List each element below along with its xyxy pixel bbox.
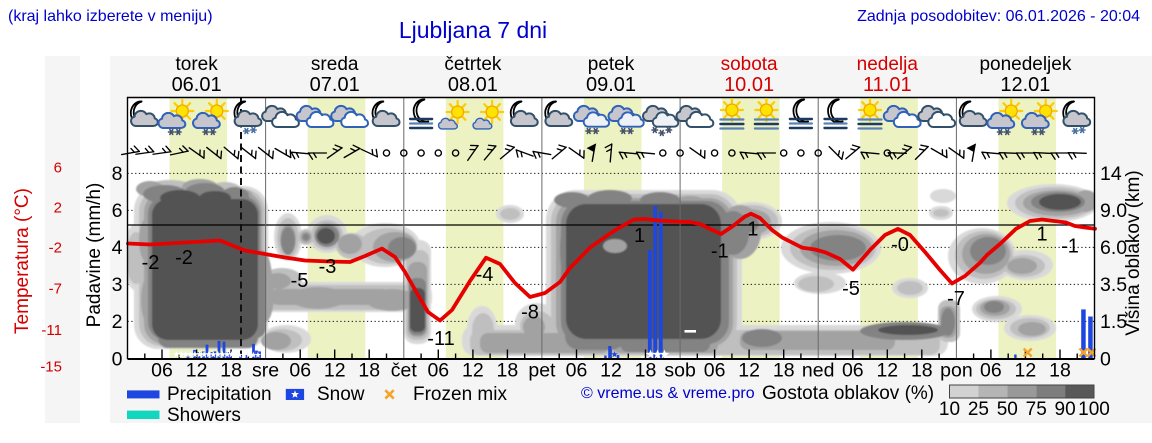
svg-text:-11: -11 <box>427 328 454 350</box>
svg-text:18: 18 <box>220 360 242 382</box>
svg-text:12: 12 <box>876 360 898 382</box>
svg-text:07.01: 07.01 <box>310 74 360 96</box>
svg-text:sre: sre <box>252 360 279 382</box>
svg-text:90: 90 <box>1055 399 1076 420</box>
svg-text:© vreme.us & vreme.pro: © vreme.us & vreme.pro <box>581 385 755 402</box>
svg-text:Zadnja posodobitev: 06.01.2026: Zadnja posodobitev: 06.01.2026 - 20:04 <box>857 8 1140 25</box>
svg-text:3.5: 3.5 <box>1100 274 1127 296</box>
svg-text:Gostota oblakov (%): Gostota oblakov (%) <box>762 383 934 404</box>
svg-text:18: 18 <box>911 360 933 382</box>
svg-text:Precipitation: Precipitation <box>167 384 272 405</box>
svg-text:18: 18 <box>1049 360 1071 382</box>
svg-text:6: 6 <box>112 200 123 222</box>
svg-text:18: 18 <box>358 360 380 382</box>
svg-text:06: 06 <box>427 360 449 382</box>
svg-text:12: 12 <box>1015 360 1037 382</box>
svg-text:2: 2 <box>54 200 62 217</box>
svg-text:12: 12 <box>186 360 208 382</box>
svg-text:četrtek: četrtek <box>444 54 502 75</box>
svg-text:-8: -8 <box>521 302 539 324</box>
svg-text:Padavine (mm/h): Padavine (mm/h) <box>84 183 105 328</box>
svg-text:11.01: 11.01 <box>863 74 912 96</box>
svg-text:9.0: 9.0 <box>1100 200 1127 222</box>
svg-text:18: 18 <box>635 360 657 382</box>
svg-text:-5: -5 <box>842 278 860 300</box>
svg-text:0: 0 <box>112 349 123 371</box>
svg-text:2: 2 <box>112 311 123 333</box>
svg-text:čet: čet <box>391 360 418 382</box>
svg-text:-11: -11 <box>41 322 62 339</box>
svg-text:10.01: 10.01 <box>724 74 774 96</box>
svg-text:(kraj lahko izberete v meniju): (kraj lahko izberete v meniju) <box>8 8 213 25</box>
svg-text:12: 12 <box>324 360 346 382</box>
svg-text:06: 06 <box>151 360 173 382</box>
svg-text:75: 75 <box>1026 399 1047 420</box>
svg-text:-3: -3 <box>319 256 337 278</box>
svg-text:09.01: 09.01 <box>586 74 636 96</box>
svg-text:pet: pet <box>528 360 556 382</box>
svg-text:1: 1 <box>1036 224 1047 246</box>
svg-text:1: 1 <box>747 219 758 241</box>
svg-text:18: 18 <box>497 360 519 382</box>
svg-text:06: 06 <box>980 360 1002 382</box>
svg-text:14: 14 <box>1100 163 1122 185</box>
svg-text:Ljubljana 7 dni: Ljubljana 7 dni <box>399 17 547 43</box>
svg-text:-2: -2 <box>142 252 160 274</box>
svg-text:nedelja: nedelja <box>857 54 919 75</box>
svg-text:-7: -7 <box>49 281 62 298</box>
svg-text:sob: sob <box>664 360 696 382</box>
svg-text:-0: -0 <box>891 234 909 256</box>
svg-text:12: 12 <box>462 360 484 382</box>
svg-text:-7: -7 <box>947 288 965 310</box>
svg-text:0: 0 <box>1100 349 1111 371</box>
svg-text:06: 06 <box>566 360 588 382</box>
svg-text:06: 06 <box>289 360 311 382</box>
svg-text:1.5: 1.5 <box>1100 311 1127 333</box>
svg-text:Snow: Snow <box>317 384 365 405</box>
svg-text:6.0: 6.0 <box>1100 237 1127 259</box>
svg-text:Frozen mix: Frozen mix <box>413 384 507 405</box>
svg-text:06: 06 <box>704 360 726 382</box>
svg-text:-1: -1 <box>711 241 729 263</box>
svg-text:pon: pon <box>940 360 973 382</box>
svg-text:-5: -5 <box>291 270 309 292</box>
svg-text:-15: -15 <box>40 359 62 376</box>
svg-text:06: 06 <box>842 360 864 382</box>
svg-text:06.01: 06.01 <box>172 74 222 96</box>
svg-text:Showers: Showers <box>167 405 241 426</box>
svg-text:sreda: sreda <box>311 54 359 75</box>
svg-text:ponedeljek: ponedeljek <box>979 54 1071 75</box>
svg-text:-4: -4 <box>476 264 494 286</box>
svg-text:-2: -2 <box>49 240 62 257</box>
svg-text:08.01: 08.01 <box>448 74 498 96</box>
svg-text:Višina oblakov (km): Višina oblakov (km) <box>1123 170 1144 335</box>
svg-text:18: 18 <box>773 360 795 382</box>
svg-text:25: 25 <box>968 399 989 420</box>
svg-text:-1: -1 <box>1061 236 1079 258</box>
svg-text:Temperatura (°C): Temperatura (°C) <box>12 188 33 334</box>
svg-text:1: 1 <box>634 225 645 247</box>
svg-text:12: 12 <box>738 360 760 382</box>
svg-text:8: 8 <box>112 163 123 185</box>
svg-text:torek: torek <box>175 54 218 75</box>
svg-text:12.01: 12.01 <box>1000 74 1050 96</box>
svg-text:6: 6 <box>54 160 62 177</box>
svg-text:12: 12 <box>600 360 622 382</box>
svg-text:ned: ned <box>802 360 835 382</box>
svg-text:petek: petek <box>588 54 635 75</box>
svg-text:100: 100 <box>1078 399 1110 420</box>
svg-text:4: 4 <box>112 237 123 259</box>
svg-text:10: 10 <box>939 399 960 420</box>
svg-text:sobota: sobota <box>721 54 778 75</box>
svg-text:-2: -2 <box>175 247 193 269</box>
svg-text:50: 50 <box>997 399 1018 420</box>
svg-text:3: 3 <box>112 274 123 296</box>
